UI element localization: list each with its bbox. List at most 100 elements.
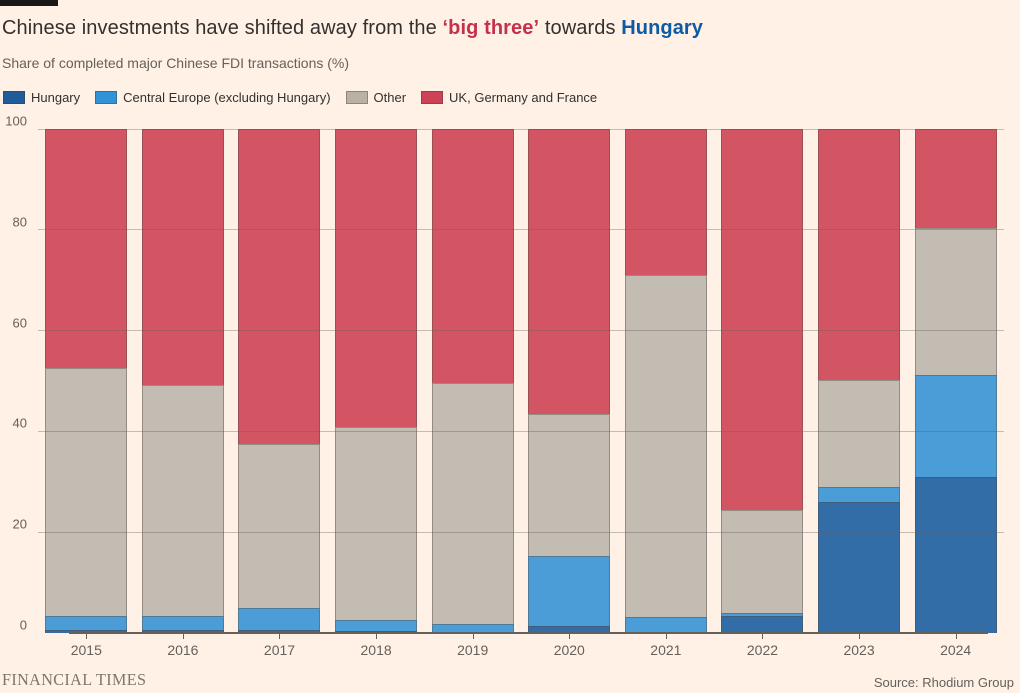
title-highlight-hungary: Hungary [621, 17, 704, 39]
y-axis-label: 0 [19, 617, 27, 633]
x-axis-label: 2021 [650, 642, 682, 658]
bar-slot: 2015 [38, 129, 135, 658]
legend-swatch-icon [3, 91, 25, 104]
bar-segment-other [141, 384, 224, 617]
x-axis-label: 2017 [263, 642, 296, 658]
gridline [38, 229, 1004, 231]
bar-segment-other [238, 443, 321, 608]
bar-segment-hungary [721, 616, 804, 633]
bar-slot: 2020 [521, 129, 618, 658]
bar-segment-hungary [528, 626, 611, 633]
legend-label: Central Europe (excluding Hungary) [123, 90, 331, 105]
bar-segment-hungary [914, 477, 997, 633]
bar-segment-uk-germany-and-france [335, 129, 418, 428]
x-axis-tick [376, 633, 378, 639]
legend-label: Other [373, 90, 407, 105]
y-axis-tick [69, 128, 75, 130]
bar-segment-central-europe-excluding-hungary [624, 617, 707, 632]
bar-segment-uk-germany-and-france [431, 129, 514, 383]
x-axis-label: 2023 [843, 642, 875, 658]
stacked-bar-2019 [431, 129, 514, 633]
y-axis-label: 40 [12, 415, 27, 431]
financial-times-logo: FINANCIAL TIMES [2, 670, 147, 689]
legend-label: Hungary [31, 90, 81, 105]
stacked-bar-2023 [818, 129, 901, 633]
bar-segment-other [45, 367, 128, 617]
bar-segment-central-europe-excluding-hungary [818, 486, 901, 503]
x-axis-label: 2018 [360, 642, 392, 658]
x-axis-tick [762, 633, 764, 639]
y-axis-label: 80 [12, 214, 27, 230]
legend-item: Central Europe (excluding Hungary) [95, 90, 331, 105]
bar-segment-central-europe-excluding-hungary [721, 612, 804, 617]
bar-segment-hungary [818, 502, 901, 633]
stacked-bar-2021 [624, 129, 707, 633]
legend-label: UK, Germany and France [449, 90, 598, 105]
plot-area: 2015 2016 2017 2018 2019 2020 2021 2022 2023 2024 [38, 128, 1004, 658]
title-middle: towards [539, 17, 622, 39]
y-axis-label: 60 [12, 315, 27, 331]
x-axis-tick [665, 633, 667, 639]
y-axis-label: 100 [5, 113, 27, 129]
x-axis-tick [182, 633, 184, 639]
chart-footer: FINANCIAL TIMES Source: Rhodium Group [2, 670, 1014, 690]
bar-segment-hungary [238, 629, 321, 633]
page-title: Chinese investments have shifted away fr… [2, 17, 1012, 40]
bar-segment-other [818, 379, 901, 487]
stacked-bar-2017 [238, 129, 321, 633]
bar-segment-uk-germany-and-france [141, 129, 224, 385]
stacked-bar-2024 [914, 129, 997, 633]
x-axis-tick [859, 633, 861, 639]
bar-segment-uk-germany-and-france [238, 129, 321, 444]
bar-slot: 2018 [328, 129, 425, 658]
bar-segment-uk-germany-and-france [818, 129, 901, 380]
title-highlight-big-three: ‘big three’ [442, 17, 540, 39]
bar-slot: 2022 [714, 129, 811, 658]
bar-segment-other [914, 228, 997, 375]
bar-slot: 2016 [135, 129, 232, 658]
x-axis-label: 2019 [457, 642, 489, 658]
bar-segment-uk-germany-and-france [45, 129, 128, 368]
bar-segment-other [528, 414, 611, 557]
source-credit: Source: Rhodium Group [873, 675, 1014, 690]
gridline [38, 128, 1004, 130]
stacked-bar-2016 [141, 129, 224, 633]
x-axis-label: 2015 [70, 642, 102, 658]
bar-segment-other [431, 382, 514, 624]
bar-slot: 2019 [424, 129, 521, 658]
x-axis-tick [472, 633, 474, 639]
stacked-bar-2015 [45, 129, 128, 633]
bar-segment-hungary [335, 630, 418, 633]
bar-slot: 2017 [231, 129, 328, 658]
legend-swatch-icon [421, 91, 444, 104]
bar-segment-central-europe-excluding-hungary [141, 616, 224, 631]
bar-segment-central-europe-excluding-hungary [335, 620, 418, 631]
title-prefix: Chinese investments have shifted away fr… [2, 17, 443, 39]
x-axis-line [69, 632, 988, 634]
bar-segment-uk-germany-and-france [721, 129, 804, 510]
stacked-bar-2020 [528, 129, 611, 633]
bar-segment-hungary [141, 630, 224, 633]
y-axis-label: 20 [12, 516, 27, 532]
legend-item: Other [345, 90, 407, 105]
gridline [38, 330, 1004, 332]
chart-legend: Hungary Central Europe (excluding Hungary… [3, 90, 597, 105]
x-axis-tick [955, 633, 957, 639]
x-axis-tick [569, 633, 571, 639]
chart-subtitle: Share of completed major Chinese FDI tra… [2, 55, 350, 71]
bar-slot: 2024 [907, 129, 1004, 658]
bar-slots: 2015 2016 2017 2018 2019 2020 2021 2022 2023 2024 [38, 129, 1004, 658]
bar-segment-uk-germany-and-france [624, 129, 707, 275]
gridline [38, 531, 1004, 533]
bar-segment-other [721, 509, 804, 613]
gridline [38, 430, 1004, 432]
x-axis-label: 2016 [167, 642, 199, 658]
bar-segment-central-europe-excluding-hungary [45, 616, 128, 631]
bar-segment-uk-germany-and-france [914, 129, 997, 229]
ft-slug-bar [0, 0, 58, 6]
x-axis-label: 2022 [746, 642, 779, 658]
legend-item: UK, Germany and France [421, 90, 597, 105]
chart-area: 2015 2016 2017 2018 2019 2020 2021 2022 2023 2024… [0, 114, 1020, 658]
x-axis-tick [279, 633, 281, 639]
